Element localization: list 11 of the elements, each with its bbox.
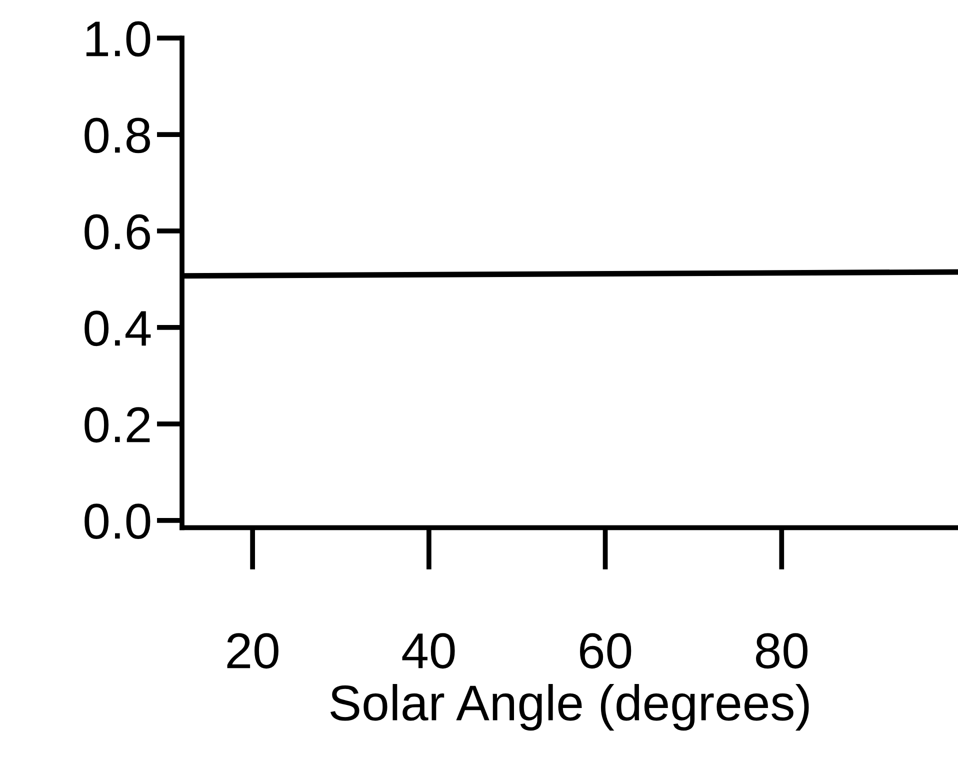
- y-tick-label: 1.0: [86, 21, 150, 57]
- x-tick-label: 60: [580, 633, 632, 669]
- y-tick-label: 0.0: [84, 504, 150, 540]
- x-tick-label: 20: [227, 633, 278, 669]
- y-tick-label: 0.6: [84, 214, 150, 250]
- y-tick-label: 0.4: [84, 310, 151, 346]
- x-axis-title: Solar Angle (degrees): [330, 684, 809, 731]
- y-tick-label: 0.8: [84, 118, 150, 154]
- x-tick-label: 40: [402, 633, 455, 669]
- x-tick-label: 80: [756, 633, 808, 669]
- y-tick-label: 0.2: [84, 407, 150, 443]
